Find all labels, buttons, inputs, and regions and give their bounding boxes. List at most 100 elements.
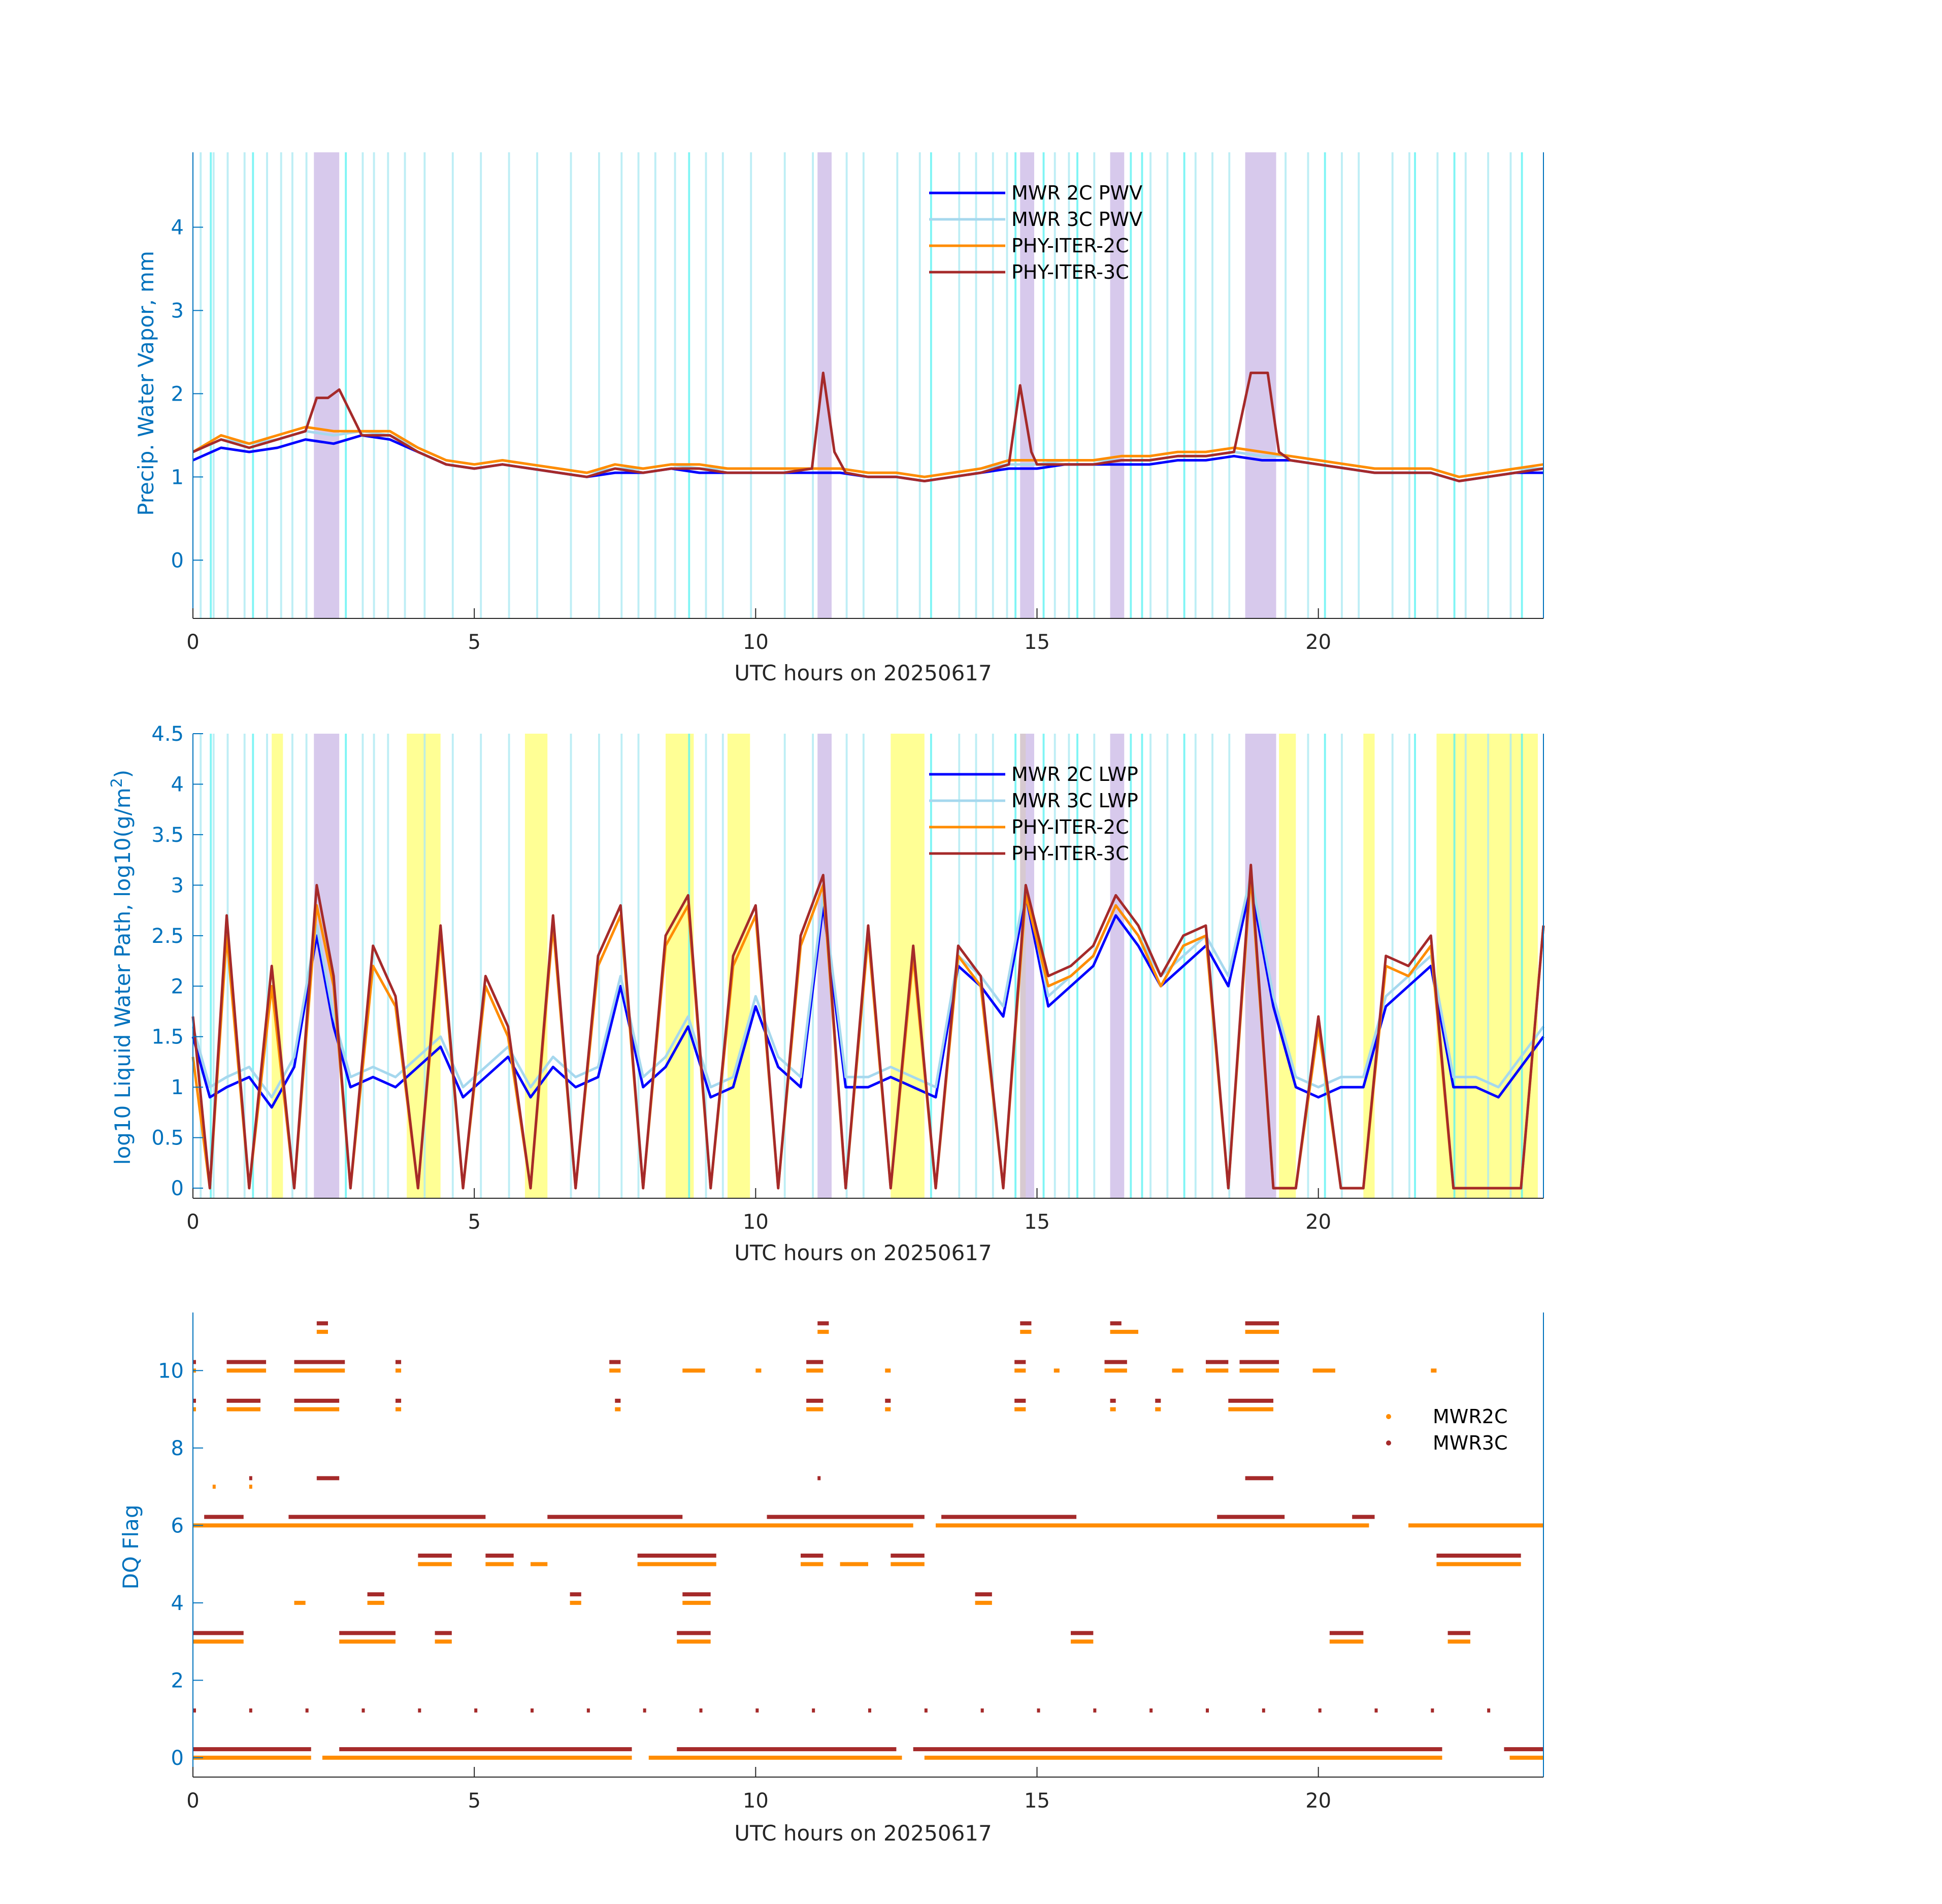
lwp-series-line-3 xyxy=(191,864,1545,1190)
pwv-band-bright-cyan-11 xyxy=(1324,152,1326,618)
pwv-x-tick-label-2: 10 xyxy=(743,631,769,654)
dq-points-s0-y10-8 xyxy=(885,1368,891,1373)
dq-points-s1-y0-2 xyxy=(677,1747,897,1752)
lwp-y-axis-label-main: log10 Liquid Water Path, log10(g/m xyxy=(110,787,135,1165)
pwv-x-tick-label-3: 15 xyxy=(1024,631,1050,654)
pwv-panel: 0 5 10 15 20 0 1 2 3 4 UTC hours on 20250617 Prec… xyxy=(134,152,1544,685)
dq-points-s0-y7-0 xyxy=(212,1485,216,1489)
dq-points-s0-y11-0 xyxy=(316,1330,328,1334)
lwp-y-tick-label-8: 4 xyxy=(171,773,184,796)
pwv-band-light-cyan-11 xyxy=(404,152,406,618)
lwp-band-light-cyan-7 xyxy=(361,734,364,1198)
dq-points-s0-y3-4 xyxy=(1071,1639,1094,1644)
dq-points-s1-y1-20 xyxy=(1318,1708,1322,1713)
dq-points-s1-y10-2 xyxy=(294,1360,345,1364)
pwv-band-bright-cyan-10 xyxy=(1183,152,1186,618)
pwv-band-light-cyan-3 xyxy=(243,152,246,618)
lwp-band-bright-cyan-5 xyxy=(1014,734,1017,1198)
lwp-band-bright-cyan-1 xyxy=(252,734,254,1198)
lwp-band-light-cyan-1 xyxy=(212,734,215,1198)
dq-legend-label-1: MWR3C xyxy=(1433,1432,1507,1454)
dq-x-tick-label-0: 0 xyxy=(186,1789,199,1813)
pwv-band-light-cyan-8 xyxy=(361,152,364,618)
lwp-band-bright-cyan-14 xyxy=(1521,734,1523,1198)
dq-points-s1-y6-4 xyxy=(941,1515,1077,1519)
lwp-band-light-cyan-14 xyxy=(570,734,572,1198)
pwv-band-lavender-2 xyxy=(1020,152,1034,618)
lwp-band-bright-cyan-11 xyxy=(1324,734,1326,1198)
pwv-band-light-cyan-22 xyxy=(674,152,676,618)
pwv-band-light-cyan-6 xyxy=(291,152,293,618)
pwv-band-light-cyan-4 xyxy=(266,152,268,618)
lwp-band-bright-cyan-4 xyxy=(930,734,932,1198)
dq-points-s1-y10-0 xyxy=(193,1360,196,1364)
dq-points-s1-y1-16 xyxy=(1093,1708,1097,1713)
dq-points-s0-y10-6 xyxy=(755,1368,762,1373)
pwv-y-axis-label: Precip. Water Vapor, mm xyxy=(134,251,158,516)
pwv-y-tick-label-2: 2 xyxy=(171,382,184,406)
dq-points-s1-y1-21 xyxy=(1374,1708,1378,1713)
pwv-band-light-cyan-7 xyxy=(305,152,308,618)
pwv-band-lavender-4 xyxy=(1245,152,1276,618)
lwp-band-light-cyan-11 xyxy=(451,734,454,1198)
dq-points-s1-y6-5 xyxy=(1217,1515,1285,1519)
dq-points-s0-y5-7 xyxy=(1436,1562,1521,1566)
lwp-legend-label-3: PHY-ITER-3C xyxy=(1011,842,1129,865)
dq-points-s1-y3-0 xyxy=(193,1631,244,1635)
lwp-band-yellow-7 xyxy=(1279,734,1296,1198)
pwv-band-bright-cyan-8 xyxy=(1130,152,1132,618)
dq-points-s0-y10-1 xyxy=(226,1368,267,1373)
dq-legend-label-0: MWR2C xyxy=(1433,1405,1507,1428)
dq-points-s1-y3-6 xyxy=(1447,1631,1470,1635)
lwp-band-bright-cyan-0 xyxy=(210,734,212,1198)
dq-points-s1-y7-0 xyxy=(249,1476,252,1481)
dq-points-s1-y1-19 xyxy=(1262,1708,1265,1713)
lwp-x-tick-label-4: 20 xyxy=(1305,1210,1331,1234)
dq-points-s0-y9-2 xyxy=(294,1407,340,1411)
lwp-band-light-cyan-39 xyxy=(1464,734,1467,1198)
lwp-band-lavender-4 xyxy=(1245,734,1276,1198)
lwp-y-tick-label-2: 1 xyxy=(171,1076,184,1099)
dq-points-s0-y10-4 xyxy=(609,1368,621,1373)
dq-points-s1-y11-1 xyxy=(817,1321,829,1326)
pwv-band-lavender-0 xyxy=(314,152,340,618)
pwv-band-light-cyan-24 xyxy=(721,152,724,618)
dq-points-s1-y1-18 xyxy=(1206,1708,1209,1713)
pwv-band-bright-cyan-7 xyxy=(1076,152,1078,618)
dq-points-s0-y9-4 xyxy=(615,1407,621,1411)
dq-points-s1-y1-23 xyxy=(1487,1708,1491,1713)
dq-x-tick-label-3: 15 xyxy=(1024,1789,1050,1813)
dq-points-s1-y3-1 xyxy=(339,1631,396,1635)
dq-points-s0-y3-3 xyxy=(677,1639,711,1644)
lwp-y-axis-label-superscript: 2 xyxy=(108,778,126,787)
pwv-band-light-cyan-23 xyxy=(705,152,707,618)
lwp-band-light-cyan-3 xyxy=(243,734,246,1198)
lwp-band-light-cyan-17 xyxy=(637,734,640,1198)
pwv-band-light-cyan-26 xyxy=(783,152,786,618)
lwp-band-light-cyan-27 xyxy=(1054,734,1056,1198)
lwp-x-tick-label-1: 5 xyxy=(468,1210,480,1234)
dq-points-s0-y5-4 xyxy=(801,1562,824,1566)
dq-points-s1-y10-7 xyxy=(1104,1360,1127,1364)
dq-points-s0-y10-10 xyxy=(1054,1368,1060,1373)
pwv-band-light-cyan-1 xyxy=(212,152,215,618)
pwv-band-light-cyan-12 xyxy=(423,152,426,618)
lwp-band-lavender-3 xyxy=(1110,734,1125,1198)
pwv-band-light-cyan-46 xyxy=(1341,152,1343,618)
lwp-y-tick-label-6: 3 xyxy=(171,874,184,897)
lwp-band-light-cyan-21 xyxy=(812,734,814,1198)
lwp-band-light-cyan-35 xyxy=(1307,734,1309,1198)
pwv-band-light-cyan-17 xyxy=(570,152,572,618)
dq-legend-marker-1 xyxy=(1386,1440,1391,1446)
pwv-band-light-cyan-19 xyxy=(620,152,623,618)
pwv-legend-label-0: MWR 2C PWV xyxy=(1011,182,1142,204)
dq-points-s0-y4-3 xyxy=(682,1600,711,1605)
lwp-band-bright-cyan-2 xyxy=(345,734,347,1198)
pwv-band-light-cyan-50 xyxy=(1436,152,1439,618)
pwv-band-light-cyan-40 xyxy=(1166,152,1169,618)
lwp-band-light-cyan-4 xyxy=(266,734,268,1198)
dq-points-s1-y0-3 xyxy=(913,1747,1442,1752)
pwv-flag-bands xyxy=(200,152,1523,618)
dq-points-s1-y4-0 xyxy=(367,1592,384,1597)
dq-points-s1-y1-15 xyxy=(1037,1708,1040,1713)
